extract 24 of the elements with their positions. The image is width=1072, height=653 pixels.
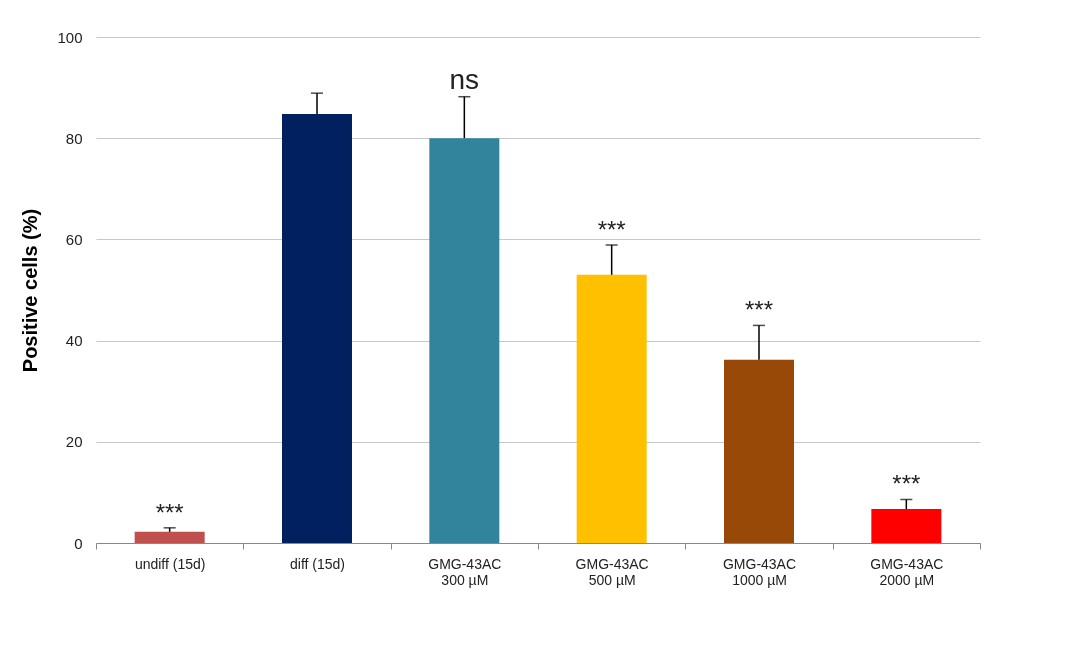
y-tick-label: 20 (65, 433, 83, 451)
y-tick-label: 60 (65, 230, 83, 248)
annotation: *** (155, 498, 184, 526)
bar (724, 359, 794, 543)
bar (576, 274, 647, 543)
x-tick-label: undiff (15d) (134, 555, 206, 572)
x-tick-label: GMG-43AC 500 µM (575, 555, 649, 588)
annotation: *** (892, 470, 921, 498)
bar (429, 138, 500, 543)
annotation: *** (744, 296, 774, 324)
x-tick-label: diff (15d) (290, 555, 345, 572)
y-tick-label: 0 (74, 534, 83, 552)
y-tick-label: 80 (65, 129, 83, 147)
y-tick-label: 100 (57, 28, 83, 46)
bar (134, 531, 205, 543)
y-tick-label: 40 (65, 332, 83, 350)
x-tick-label: GMG-43AC 1000 µM (722, 555, 797, 588)
bar (871, 509, 942, 543)
x-tick-label: GMG-43AC 300 µM (428, 555, 502, 588)
x-tick-label: GMG-43AC 2000 µM (870, 555, 944, 588)
annotation: ns (449, 63, 480, 95)
y-axis-title: Positive cells (%) (19, 208, 42, 373)
bar (282, 113, 352, 543)
annotation: *** (597, 215, 626, 243)
